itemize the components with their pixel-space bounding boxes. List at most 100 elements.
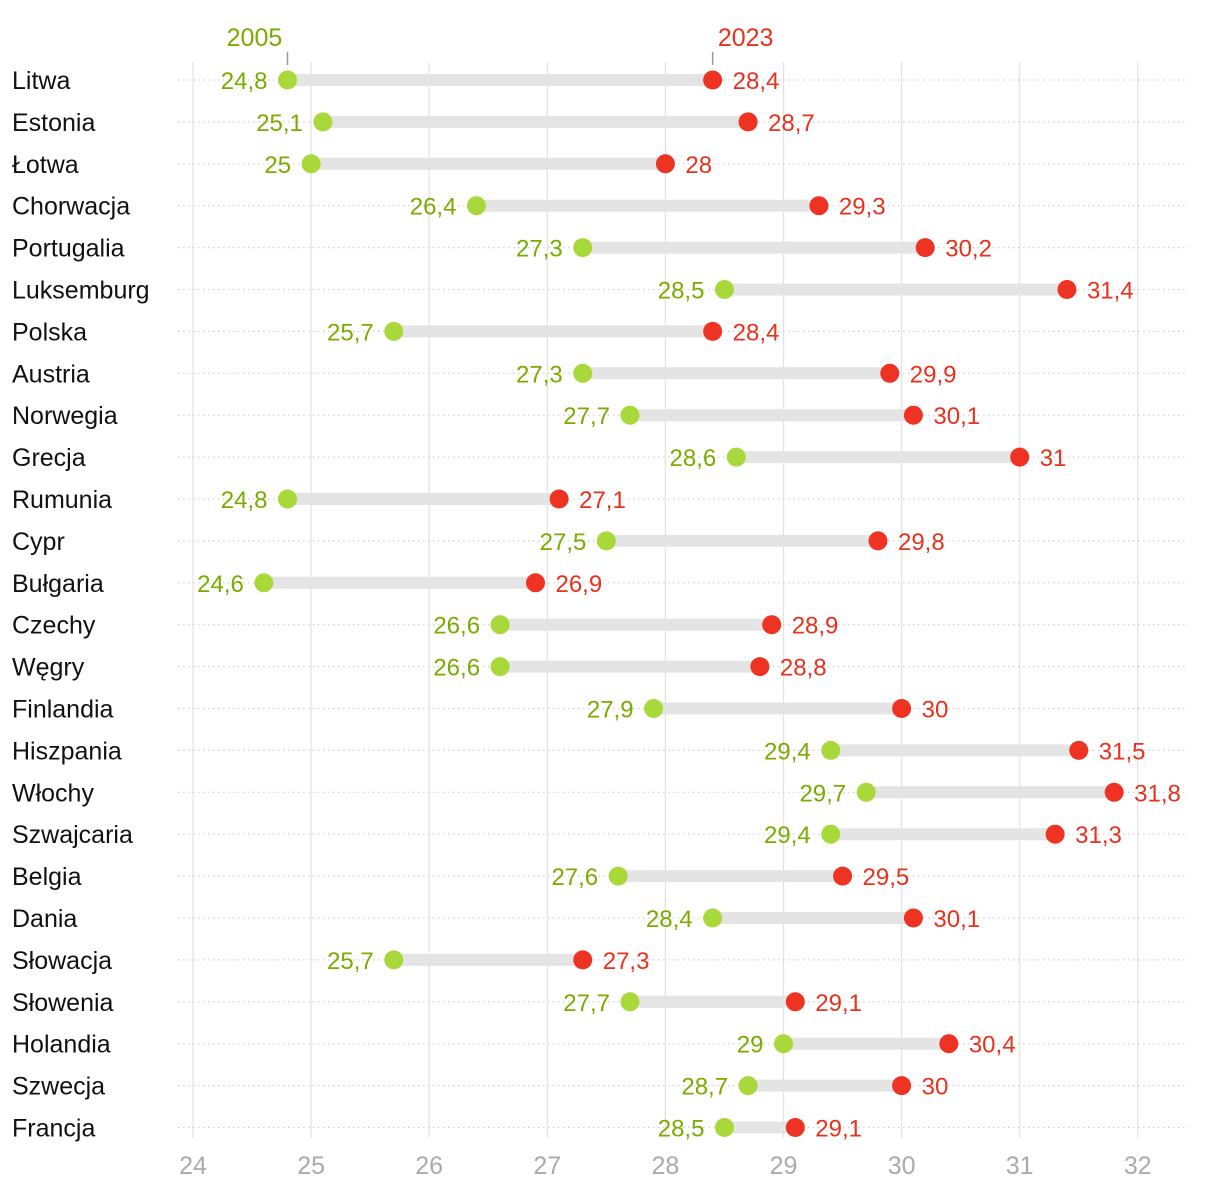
dot-2005 <box>714 1118 734 1137</box>
dot-2005 <box>384 950 404 970</box>
value-label-2023: 31,8 <box>1134 780 1181 807</box>
value-label-2005: 28,4 <box>646 906 693 933</box>
dot-2023 <box>892 1076 912 1096</box>
value-label-2005: 28,5 <box>658 1116 705 1143</box>
value-label-2023: 31,5 <box>1099 738 1146 765</box>
value-label-2023: 30,1 <box>933 906 980 933</box>
country-label: Norwegia <box>12 402 118 430</box>
value-label-2023: 28,8 <box>780 655 827 682</box>
value-label-2023: 30 <box>922 697 949 724</box>
value-label-2005: 26,6 <box>433 613 480 640</box>
dot-2023 <box>868 531 888 551</box>
dot-2005 <box>277 70 297 90</box>
value-label-2005: 27,6 <box>551 864 598 891</box>
value-label-2023: 31,4 <box>1087 278 1134 305</box>
value-label-2023: 28,9 <box>792 613 839 640</box>
dot-2023 <box>892 699 912 718</box>
dot-2005 <box>277 489 297 509</box>
dot-2023 <box>655 154 675 174</box>
country-label: Belgia <box>12 863 82 891</box>
dot-2023 <box>915 238 935 258</box>
dot-2023 <box>1057 280 1077 299</box>
value-label-2005: 25,7 <box>327 319 374 346</box>
dot-2023 <box>880 363 900 383</box>
dot-2005 <box>490 657 510 677</box>
country-label: Słowacja <box>12 947 112 975</box>
grid-layer <box>178 62 1188 1138</box>
dot-2005 <box>703 908 723 928</box>
x-tick-label: 25 <box>297 1152 325 1180</box>
dot-2023 <box>1045 824 1065 844</box>
dot-2005 <box>254 573 274 593</box>
country-label: Francja <box>12 1115 95 1143</box>
value-label-2005: 27,5 <box>540 529 587 556</box>
dot-2023 <box>573 950 593 970</box>
value-label-2023: 29,5 <box>863 864 910 891</box>
country-label: Łotwa <box>12 151 79 179</box>
dot-2023 <box>809 196 829 216</box>
country-label: Szwajcaria <box>12 821 133 849</box>
value-label-2005: 24,8 <box>221 487 268 514</box>
dot-2023 <box>762 615 782 635</box>
dot-2005 <box>466 196 486 216</box>
dot-2005 <box>301 154 321 174</box>
x-tick-label: 26 <box>415 1152 443 1180</box>
country-label: Czechy <box>12 612 96 640</box>
country-label: Estonia <box>12 109 95 137</box>
x-tick-label: 27 <box>533 1152 561 1180</box>
country-label: Austria <box>12 360 90 388</box>
value-label-2005: 29,4 <box>764 738 811 765</box>
dot-2023 <box>1104 782 1124 802</box>
country-label: Węgry <box>12 654 85 682</box>
value-label-2023: 31 <box>1040 445 1067 472</box>
value-label-2005: 28,5 <box>658 278 705 305</box>
x-tick-label: 28 <box>651 1152 679 1180</box>
value-label-2005: 25,1 <box>256 110 303 137</box>
value-label-2005: 27,3 <box>516 236 563 263</box>
x-tick-label: 31 <box>1006 1152 1034 1180</box>
country-label: Słowenia <box>12 989 114 1017</box>
country-label: Grecja <box>12 444 86 472</box>
value-label-2005: 24,6 <box>197 571 244 598</box>
value-label-2023: 29,9 <box>910 361 957 388</box>
value-label-2023: 29,1 <box>815 990 862 1017</box>
value-label-2023: 30,2 <box>945 236 992 263</box>
dot-2023 <box>703 321 723 341</box>
dot-2023 <box>785 992 805 1012</box>
dot-2005 <box>774 1034 793 1054</box>
value-label-2005: 25,7 <box>327 948 374 975</box>
country-label: Cypr <box>12 528 65 556</box>
dot-2023 <box>738 112 758 132</box>
country-label: Finlandia <box>12 696 114 724</box>
dot-2005 <box>856 782 876 802</box>
x-tick-label: 32 <box>1124 1152 1152 1180</box>
value-label-2005: 27,9 <box>587 697 634 724</box>
value-label-2005: 24,8 <box>221 68 268 95</box>
value-label-2005: 27,3 <box>516 361 563 388</box>
dot-2005 <box>821 824 841 844</box>
country-label: Chorwacja <box>12 193 130 221</box>
value-label-2023: 30,4 <box>969 1032 1016 1059</box>
country-label: Bułgaria <box>12 570 104 598</box>
dot-2023 <box>903 908 923 928</box>
value-label-2023: 28,4 <box>733 319 780 346</box>
dot-2023 <box>750 657 770 677</box>
value-label-2023: 27,3 <box>603 948 650 975</box>
value-label-2005: 29 <box>737 1032 764 1059</box>
dot-2023 <box>703 70 723 90</box>
dot-2005 <box>644 699 664 718</box>
country-label: Rumunia <box>12 486 112 514</box>
x-tick-label: 30 <box>888 1152 916 1180</box>
year-2005-label: 2005 <box>227 24 283 52</box>
value-label-2005: 25 <box>264 152 291 179</box>
series-year-labels: 2005 2023 <box>227 24 773 65</box>
country-label: Włochy <box>12 779 94 807</box>
value-label-2023: 28,4 <box>733 68 780 95</box>
value-label-2005: 29,7 <box>799 780 846 807</box>
dot-2023 <box>1010 447 1030 467</box>
value-label-2005: 26,6 <box>433 655 480 682</box>
value-label-2023: 29,3 <box>839 194 886 221</box>
country-label: Szwecja <box>12 1073 105 1101</box>
country-label: Portugalia <box>12 235 125 263</box>
dot-2023 <box>1069 740 1089 760</box>
